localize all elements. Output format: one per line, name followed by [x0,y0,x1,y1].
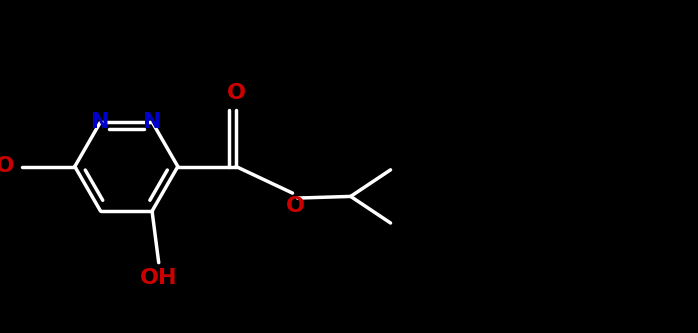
Text: O: O [226,83,246,103]
Text: N: N [91,112,110,132]
Text: N: N [143,112,161,132]
Text: HO: HO [0,157,15,176]
Text: OH: OH [140,268,177,288]
Text: O: O [286,196,305,216]
